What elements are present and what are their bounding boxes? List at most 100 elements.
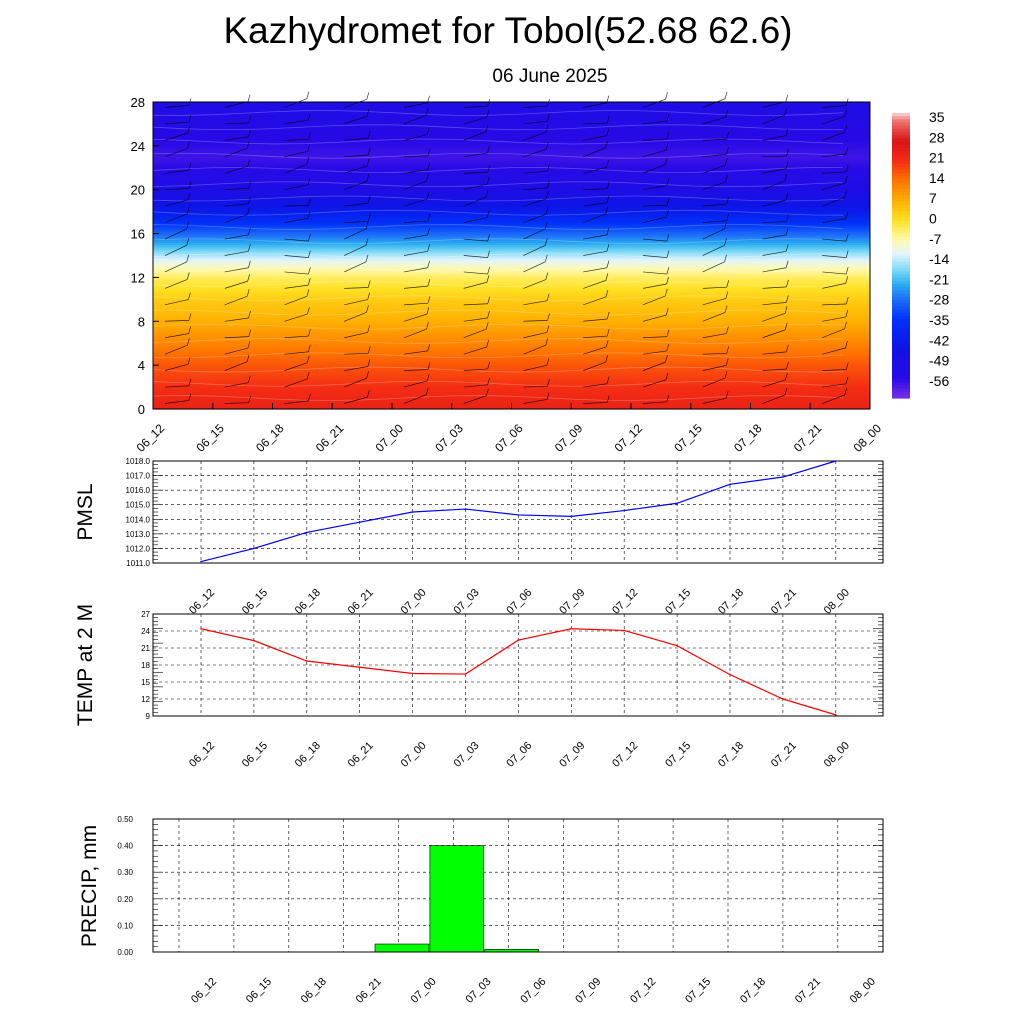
wind-barb-flag <box>605 339 609 348</box>
wind-barb <box>642 255 667 258</box>
wind-barb-flag <box>487 145 490 154</box>
wind-barb-flag <box>487 250 490 258</box>
page-title: Kazhydromet for Tobol(52.68 62.6) <box>223 10 793 51</box>
wind-barb <box>642 149 667 158</box>
wind-barb-flag <box>188 181 192 189</box>
wind-barb <box>583 267 607 273</box>
heatmap-band <box>153 226 870 230</box>
wind-barb <box>164 333 189 339</box>
wind-barb <box>224 402 249 404</box>
wind-barb-flag <box>845 146 849 155</box>
y-tick-label: 0.40 <box>117 842 133 851</box>
heatmap-band <box>153 338 870 342</box>
wind-barb-flag <box>487 165 491 173</box>
wind-barb <box>164 148 188 158</box>
wind-barb <box>164 228 187 240</box>
x-tick-label: 06_18 <box>293 587 323 617</box>
colorbar-swatch <box>892 138 910 143</box>
contour-line <box>152 124 844 131</box>
heatmap-band <box>153 327 870 331</box>
heatmap-band <box>153 264 870 268</box>
wind-barb <box>583 213 606 223</box>
wind-barb-flag <box>307 177 311 185</box>
y-tick-label: 21 <box>141 644 150 653</box>
wind-barb-flag <box>666 276 669 285</box>
heatmap-band <box>153 343 870 347</box>
wind-barb <box>344 299 368 306</box>
wind-barb-flag <box>367 147 371 156</box>
heatmap-band <box>153 213 870 217</box>
colorbar-swatch <box>892 379 910 383</box>
colorbar-swatch <box>892 242 910 247</box>
wind-barb-flag <box>308 234 311 242</box>
wind-barb-flag <box>605 289 609 298</box>
wind-barb <box>224 214 248 223</box>
wind-barb-flag <box>186 338 190 346</box>
wind-barb <box>822 347 846 355</box>
wind-barb <box>403 220 428 223</box>
wind-barb <box>224 382 249 388</box>
wind-barb <box>702 312 726 322</box>
colorbar-swatch <box>892 236 910 241</box>
heatmap-band <box>153 356 870 360</box>
colorbar-swatch <box>892 385 910 390</box>
wind-barb <box>762 199 786 207</box>
heatmap-band <box>153 148 870 151</box>
colorbar-label: -14 <box>929 251 949 267</box>
wind-barb-flag <box>308 132 311 140</box>
colorbar-swatch <box>892 147 910 152</box>
wind-barb <box>583 122 608 125</box>
wind-barb-flag <box>726 326 729 334</box>
wind-barb-flag <box>845 266 849 275</box>
wind-barb-flag <box>485 124 489 132</box>
wind-barb <box>403 302 428 306</box>
temp-point <box>729 673 731 676</box>
wind-barb-flag <box>665 372 669 380</box>
colorbar-swatch <box>892 166 910 171</box>
colorbar-swatch <box>892 154 910 158</box>
wind-barb <box>463 271 488 275</box>
wind-barb-flag <box>785 94 789 102</box>
heatmap-band <box>153 242 870 246</box>
wind-barb-flag <box>188 313 192 321</box>
colorbar-swatch <box>892 246 910 250</box>
wind-barb <box>762 250 787 256</box>
x-tick-label: 06_12 <box>187 740 217 770</box>
wind-barb-flag <box>366 305 369 313</box>
heatmap-band <box>153 126 870 129</box>
pmsl-point <box>834 460 837 462</box>
heatmap-band <box>153 196 870 200</box>
wind-barb <box>403 155 428 158</box>
wind-barb <box>762 329 786 339</box>
wind-barb <box>762 312 786 322</box>
wind-barb-flag <box>547 313 550 321</box>
wind-barb <box>523 105 548 108</box>
wind-barb-flag <box>248 115 252 124</box>
heatmap-band <box>153 183 870 186</box>
wind-barb <box>822 316 846 322</box>
wind-barb-flag <box>187 192 191 200</box>
wind-barb <box>463 255 488 258</box>
x-tick-label: 07_21 <box>793 976 823 1006</box>
wind-barb <box>164 121 189 125</box>
wind-barb-flag <box>487 99 491 107</box>
x-tick-label: 07_00 <box>373 421 407 455</box>
colorbar-swatch <box>892 163 910 168</box>
heatmap-band <box>153 349 870 353</box>
wind-barb-flag <box>785 227 789 235</box>
heatmap-band <box>153 398 870 401</box>
heatmap-band <box>153 288 870 292</box>
heatmap-band <box>153 222 870 226</box>
wind-barb-flag <box>784 173 788 181</box>
wind-barb <box>164 363 189 371</box>
wind-barb <box>642 120 667 125</box>
heatmap-band <box>153 373 870 377</box>
temp-point <box>253 639 255 642</box>
colorbar-swatch <box>892 318 910 323</box>
wind-barb <box>822 197 845 207</box>
wind-barb <box>822 171 847 174</box>
wind-barb-flag <box>485 322 489 330</box>
wind-barb-flag <box>246 141 250 149</box>
wind-barb-flag <box>845 211 849 219</box>
temp-panel: 9 12 15 18 21 24 27 TEMP at 2 M <box>74 604 884 726</box>
